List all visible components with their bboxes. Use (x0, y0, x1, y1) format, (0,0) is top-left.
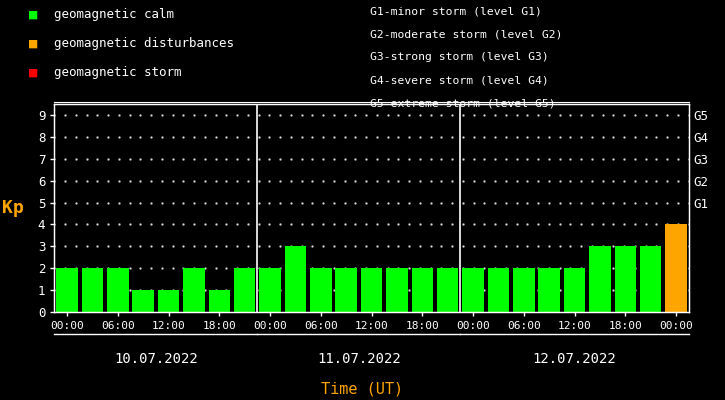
Bar (386, 268, 407, 312)
Bar (310, 268, 331, 312)
Text: ■: ■ (29, 37, 38, 51)
Bar (361, 268, 382, 312)
Bar (183, 268, 204, 312)
Text: 11.07.2022: 11.07.2022 (317, 352, 401, 366)
Bar (564, 268, 585, 312)
Text: Kp: Kp (2, 199, 24, 217)
Text: 10.07.2022: 10.07.2022 (114, 352, 198, 366)
Bar (234, 268, 255, 312)
Text: geomagnetic disturbances: geomagnetic disturbances (54, 37, 234, 50)
Text: G2-moderate storm (level G2): G2-moderate storm (level G2) (370, 29, 563, 39)
Bar (260, 268, 281, 312)
Bar (57, 268, 78, 312)
Bar (285, 246, 306, 312)
Text: ■: ■ (29, 66, 38, 80)
Text: ■: ■ (29, 8, 38, 22)
Bar (666, 224, 687, 312)
Bar (82, 268, 103, 312)
Bar (615, 246, 636, 312)
Bar (158, 290, 179, 312)
Text: G4-severe storm (level G4): G4-severe storm (level G4) (370, 76, 549, 86)
Bar (107, 268, 128, 312)
Bar (209, 290, 230, 312)
Bar (437, 268, 458, 312)
Text: G3-strong storm (level G3): G3-strong storm (level G3) (370, 52, 549, 62)
Text: geomagnetic storm: geomagnetic storm (54, 66, 182, 78)
Bar (513, 268, 534, 312)
Bar (133, 290, 154, 312)
Bar (488, 268, 509, 312)
Bar (640, 246, 661, 312)
Bar (539, 268, 560, 312)
Text: G5-extreme storm (level G5): G5-extreme storm (level G5) (370, 99, 555, 109)
Bar (336, 268, 357, 312)
Text: geomagnetic calm: geomagnetic calm (54, 8, 175, 21)
Bar (412, 268, 433, 312)
Text: G1-minor storm (level G1): G1-minor storm (level G1) (370, 6, 542, 16)
Bar (589, 246, 610, 312)
Text: 12.07.2022: 12.07.2022 (533, 352, 616, 366)
Text: Time (UT): Time (UT) (321, 381, 404, 396)
Bar (463, 268, 484, 312)
